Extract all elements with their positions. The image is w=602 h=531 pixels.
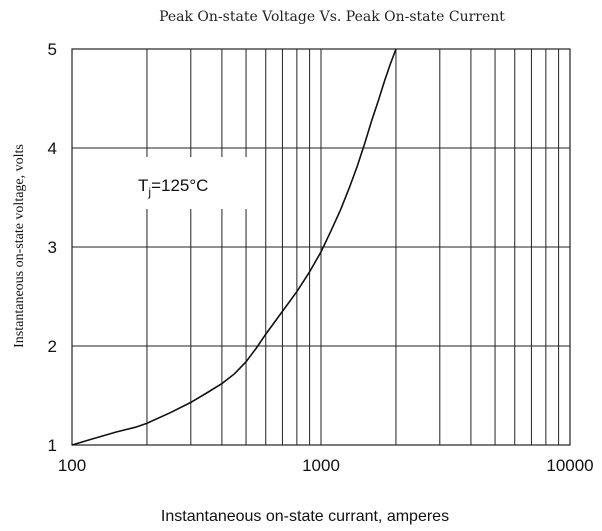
y-tick-labels: 1 2 3 4 5	[48, 40, 57, 455]
x-axis-label: Instantaneous on-state currant, amperes	[161, 508, 449, 525]
grid	[71, 48, 571, 446]
series-line	[71, 48, 397, 446]
annotation-tj: Tj=125°C	[138, 176, 208, 199]
y-tick-label: 4	[48, 139, 57, 158]
x-tick-label: 10000	[546, 456, 593, 475]
annotation-suffix: =125°C	[151, 176, 208, 195]
y-tick-label: 5	[48, 40, 57, 59]
annotation-background	[125, 157, 265, 209]
x-tick-label: 1000	[302, 456, 340, 475]
y-tick-label: 1	[48, 436, 57, 455]
y-axis-label: Instantaneous on-state voltage, volts	[12, 144, 27, 348]
annotation-subscript: j	[147, 185, 151, 199]
y-tick-label: 3	[48, 238, 57, 257]
x-tick-labels: 100 1000 10000	[58, 456, 594, 475]
annotation-prefix: T	[138, 176, 148, 195]
plot-frame	[71, 48, 571, 446]
x-tick-label: 100	[58, 456, 86, 475]
y-tick-label: 2	[48, 337, 57, 356]
chart-title: Peak On-state Voltage Vs. Peak On-state …	[159, 9, 505, 25]
